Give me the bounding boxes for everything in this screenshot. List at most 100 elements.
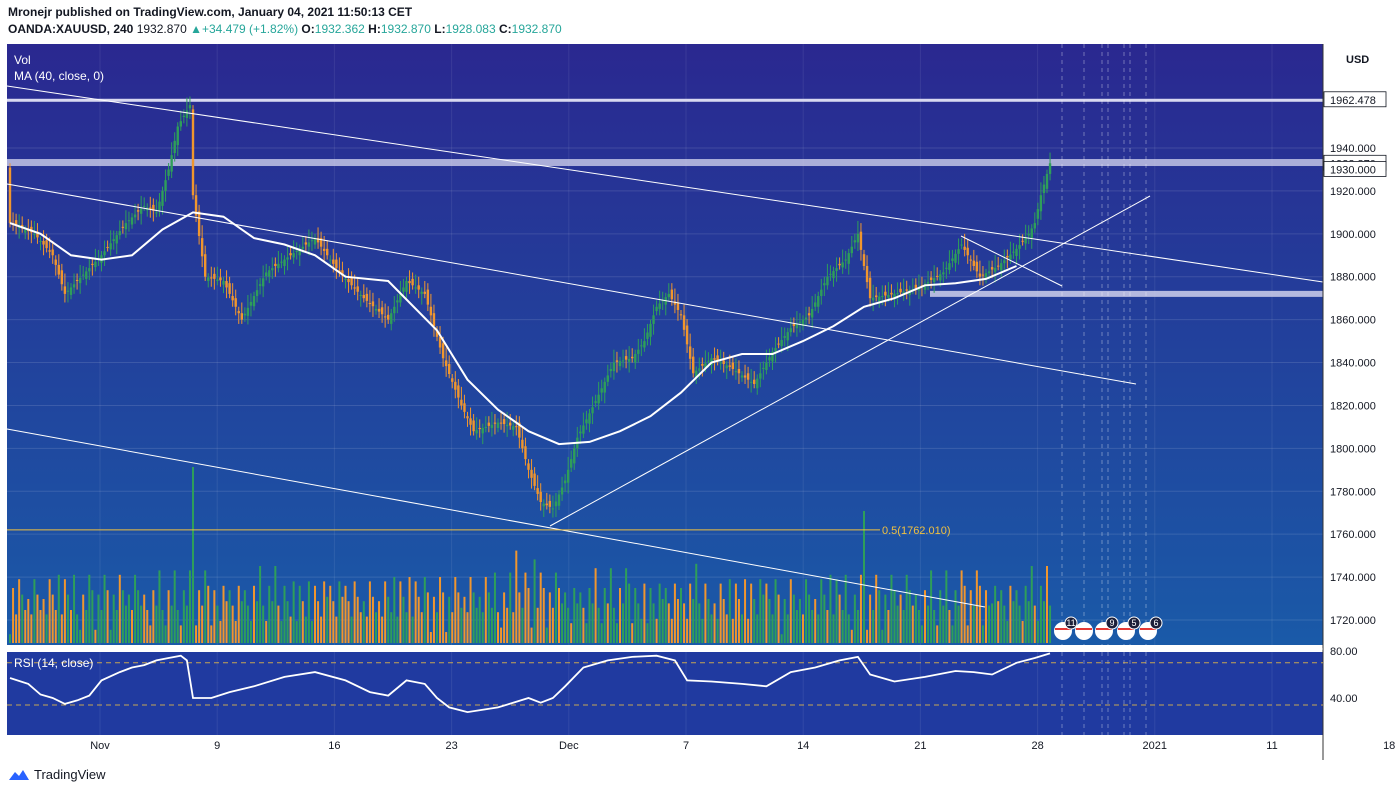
volume-bar xyxy=(509,572,512,643)
candle-body xyxy=(841,262,844,268)
volume-bar xyxy=(240,601,243,643)
volume-bar xyxy=(286,601,289,643)
candle-body xyxy=(42,240,45,245)
candle-body xyxy=(14,220,18,226)
candle-body xyxy=(884,291,887,296)
time-tick-label: 23 xyxy=(445,740,457,752)
candle-body xyxy=(579,431,582,434)
volume-bar xyxy=(741,614,743,643)
volume-bar xyxy=(36,594,39,643)
candle-body xyxy=(981,274,985,276)
volume-bar xyxy=(570,623,573,643)
candle-body xyxy=(505,424,509,427)
volume-bar xyxy=(737,599,740,643)
candle-body xyxy=(762,367,765,369)
volume-bar xyxy=(332,601,335,643)
volume-bar xyxy=(692,599,695,643)
candle-body xyxy=(414,287,417,289)
candle-body xyxy=(91,263,94,265)
volume-bar xyxy=(155,605,158,643)
candle-body xyxy=(454,381,457,390)
candle-body xyxy=(21,224,24,229)
volume-bar xyxy=(1049,605,1052,643)
candle-body xyxy=(829,273,832,275)
candle-body xyxy=(136,210,140,212)
candle-body xyxy=(234,298,237,307)
candle-body xyxy=(548,500,552,507)
candle-body xyxy=(826,276,829,286)
candle-body xyxy=(661,300,664,302)
volume-bar xyxy=(942,605,945,643)
volume-bar xyxy=(457,592,460,643)
volume-bar xyxy=(765,583,768,643)
candle-body xyxy=(951,258,954,261)
volume-bar xyxy=(975,570,978,643)
volume-bar xyxy=(381,616,384,643)
volume-bar xyxy=(722,599,725,643)
volume-bar xyxy=(432,596,435,643)
volume-bar xyxy=(33,579,36,643)
volume-bar xyxy=(375,612,377,643)
candle-body xyxy=(112,239,115,242)
candle-body xyxy=(676,302,680,310)
candle-body xyxy=(594,401,597,403)
volume-bar xyxy=(265,621,268,643)
volume-bar xyxy=(558,588,560,643)
candle-body xyxy=(393,306,396,314)
candle-body xyxy=(896,293,899,295)
candle-body xyxy=(219,277,222,281)
candle-body xyxy=(109,243,112,250)
volume-bar xyxy=(588,588,591,643)
volume-bar xyxy=(936,625,939,643)
volume-bar xyxy=(789,579,792,643)
candle-body xyxy=(731,362,735,369)
volume-bar xyxy=(661,599,664,643)
candle-body xyxy=(390,313,393,324)
candle-body xyxy=(170,155,173,172)
volume-bar xyxy=(195,625,198,643)
candle-body xyxy=(1018,245,1021,249)
candle-body xyxy=(914,284,918,289)
volume-bar xyxy=(353,581,356,643)
volume-bar xyxy=(652,603,655,643)
volume-bar xyxy=(908,590,911,643)
volume-bar xyxy=(384,581,387,643)
candle-body xyxy=(423,291,426,294)
volume-bar xyxy=(972,605,975,643)
volume-bar xyxy=(408,577,411,643)
volume-bar xyxy=(228,590,231,643)
candle-body xyxy=(509,422,512,426)
candle-body xyxy=(868,277,872,299)
volume-bar xyxy=(21,594,24,643)
volume-bar xyxy=(320,616,323,643)
candle-body xyxy=(1012,251,1015,253)
volume-bar xyxy=(655,618,658,643)
candle-body xyxy=(51,249,54,256)
volume-bar xyxy=(1033,605,1036,643)
price-tick-label: 1820.000 xyxy=(1330,400,1376,412)
candle-body xyxy=(310,240,314,242)
candle-body xyxy=(542,503,545,507)
candle-body xyxy=(627,358,631,362)
candle-body xyxy=(823,283,826,286)
candle-body xyxy=(771,351,774,362)
volume-bar xyxy=(585,623,588,643)
candle-body xyxy=(380,307,384,315)
volume-bar xyxy=(680,588,682,643)
volume-bar xyxy=(73,574,76,643)
publish-line: Mronejr published on TradingView.com, Ja… xyxy=(8,5,413,19)
volume-bar xyxy=(646,623,649,643)
volume-bar xyxy=(201,605,204,643)
volume-bar xyxy=(246,605,249,643)
price-tick-label: 1860.000 xyxy=(1330,315,1376,327)
candle-body xyxy=(1036,209,1040,219)
candle-body xyxy=(765,362,768,371)
volume-bar xyxy=(774,579,777,643)
candle-body xyxy=(679,314,683,316)
candle-body xyxy=(1045,173,1049,189)
candle-body xyxy=(48,250,51,252)
time-tick-label: 7 xyxy=(683,740,689,752)
volume-bar xyxy=(66,594,69,643)
trendline-rising xyxy=(549,195,1151,527)
candle-body xyxy=(292,253,295,258)
